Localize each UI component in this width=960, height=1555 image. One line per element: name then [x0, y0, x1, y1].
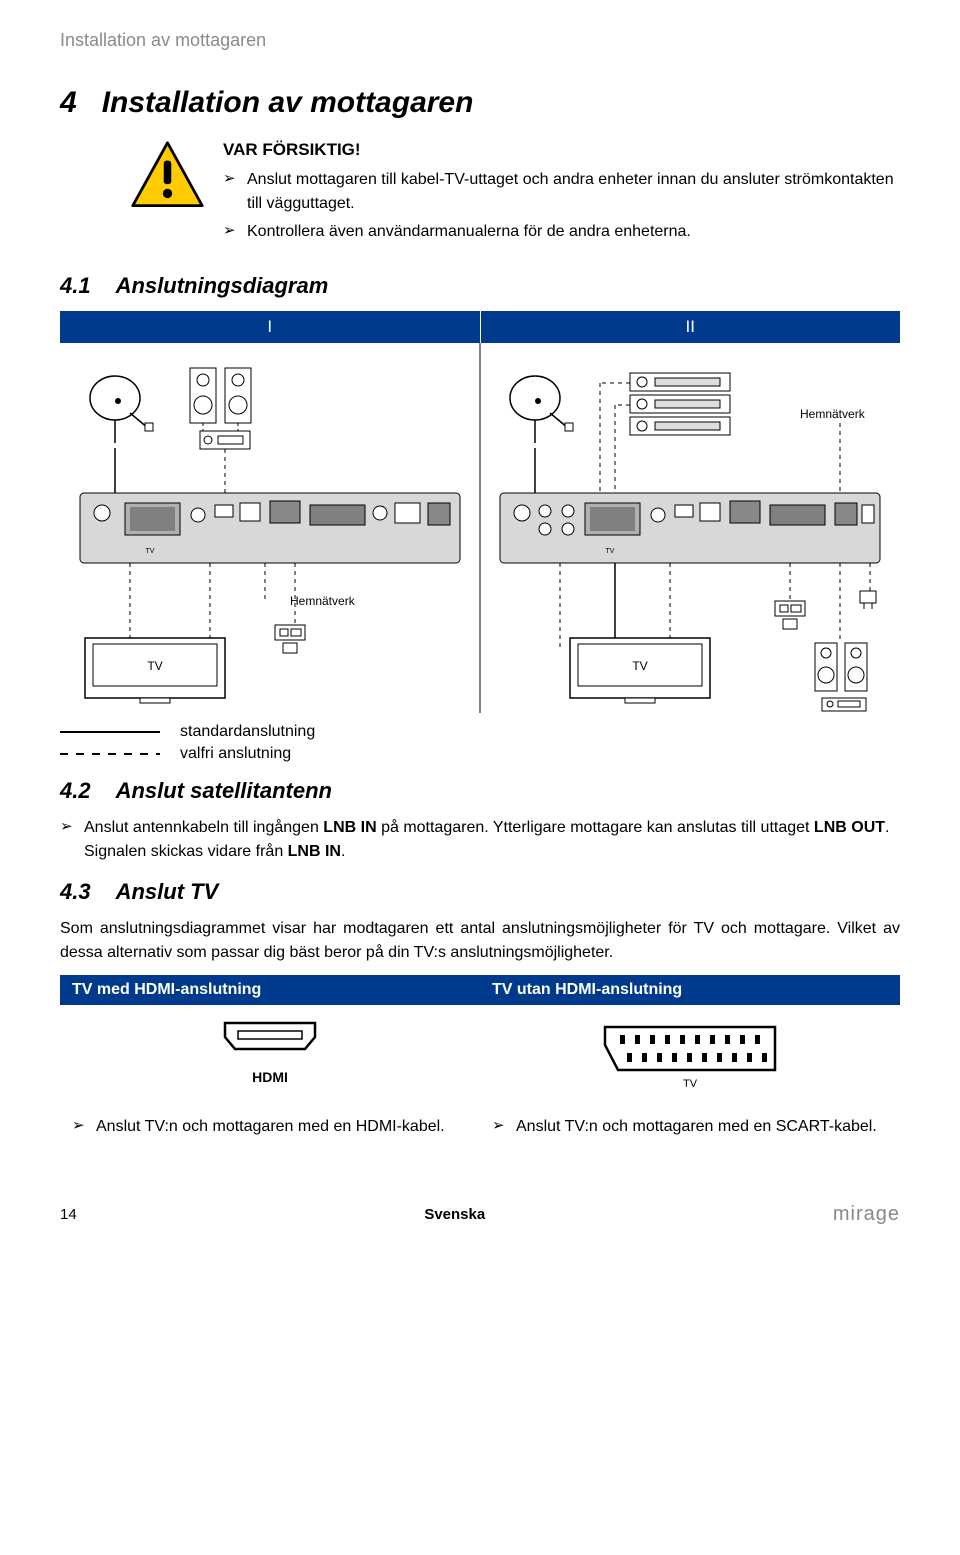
legend: standardanslutning valfri anslutning — [60, 723, 900, 763]
diagram-label-hemnatverk-2: Hemnätverk — [800, 407, 866, 421]
footer-logo: mirage — [833, 1203, 900, 1226]
table-right-cell: Anslut TV:n och mottagaren med en SCART-… — [480, 1105, 900, 1153]
subsection-heading: Anslutningsdiagram — [116, 273, 329, 299]
sub42-bullet: Anslut antennkabeln till ingången LNB IN… — [60, 816, 900, 864]
footer-language: Svenska — [424, 1206, 485, 1223]
page-number: 14 — [60, 1206, 77, 1223]
scart-icon-cell: TV — [480, 1005, 900, 1105]
svg-text:TV: TV — [683, 1078, 698, 1090]
warning-item: Kontrollera även användarmanualerna för … — [223, 220, 900, 244]
subsection-43-title: 4.3 Anslut TV — [60, 879, 900, 905]
breadcrumb: Installation av mottagaren — [60, 30, 900, 51]
subsection-42-title: 4.2 Anslut satellitantenn — [60, 778, 900, 804]
warning-icon — [130, 140, 205, 210]
hdmi-label: HDMI — [72, 1069, 468, 1085]
diagram-col-2: II — [481, 311, 901, 343]
subsection-number: 4.2 — [60, 778, 91, 804]
connection-diagram: TV Hemnätverk TV — [60, 343, 900, 713]
sub43-body: Som anslutningsdiagrammet visar har modt… — [60, 917, 900, 965]
warning-heading: VAR FÖRSIKTIG! — [223, 140, 900, 160]
diagram-label-hemnatverk: Hemnätverk — [290, 594, 356, 608]
diagram-col-1: I — [60, 311, 480, 343]
table-left-bullet: Anslut TV:n och mottagaren med en HDMI-k… — [72, 1115, 468, 1139]
legend-solid-label: standardanslutning — [180, 723, 315, 741]
subsection-heading: Anslut satellitantenn — [116, 778, 332, 804]
table-right-bullet: Anslut TV:n och mottagaren med en SCART-… — [492, 1115, 888, 1139]
warning-list: Anslut mottagaren till kabel-TV-uttaget … — [223, 168, 900, 244]
scart-port-icon: TV — [590, 1015, 790, 1090]
warning-box: VAR FÖRSIKTIG! Anslut mottagaren till ka… — [60, 140, 900, 248]
svg-text:TV: TV — [632, 659, 647, 673]
subsection-heading: Anslut TV — [116, 879, 219, 905]
section-title: 4 Installation av mottagaren — [60, 86, 900, 120]
warning-item: Anslut mottagaren till kabel-TV-uttaget … — [223, 168, 900, 216]
section-heading: Installation av mottagaren — [102, 86, 474, 120]
subsection-number: 4.3 — [60, 879, 91, 905]
section-number: 4 — [60, 86, 77, 120]
diagram-header: I II — [60, 311, 900, 343]
table-head-left: TV med HDMI-anslutning — [60, 975, 480, 1005]
hdmi-icon-cell: HDMI — [60, 1005, 480, 1105]
subsection-41-title: 4.1 Anslutningsdiagram — [60, 273, 900, 299]
svg-text:TV: TV — [146, 548, 155, 555]
page-footer: 14 Svenska mirage — [60, 1203, 900, 1226]
connection-table: TV med HDMI-anslutning TV utan HDMI-ansl… — [60, 975, 900, 1153]
legend-dashed-line — [60, 753, 160, 755]
table-left-cell: Anslut TV:n och mottagaren med en HDMI-k… — [60, 1105, 480, 1153]
svg-text:TV: TV — [606, 548, 615, 555]
svg-text:TV: TV — [147, 659, 162, 673]
legend-dashed-label: valfri anslutning — [180, 745, 291, 763]
hdmi-port-icon — [210, 1015, 330, 1060]
subsection-number: 4.1 — [60, 273, 91, 299]
table-head-right: TV utan HDMI-anslutning — [480, 975, 900, 1005]
legend-solid-line — [60, 731, 160, 733]
sub42-list: Anslut antennkabeln till ingången LNB IN… — [60, 816, 900, 864]
